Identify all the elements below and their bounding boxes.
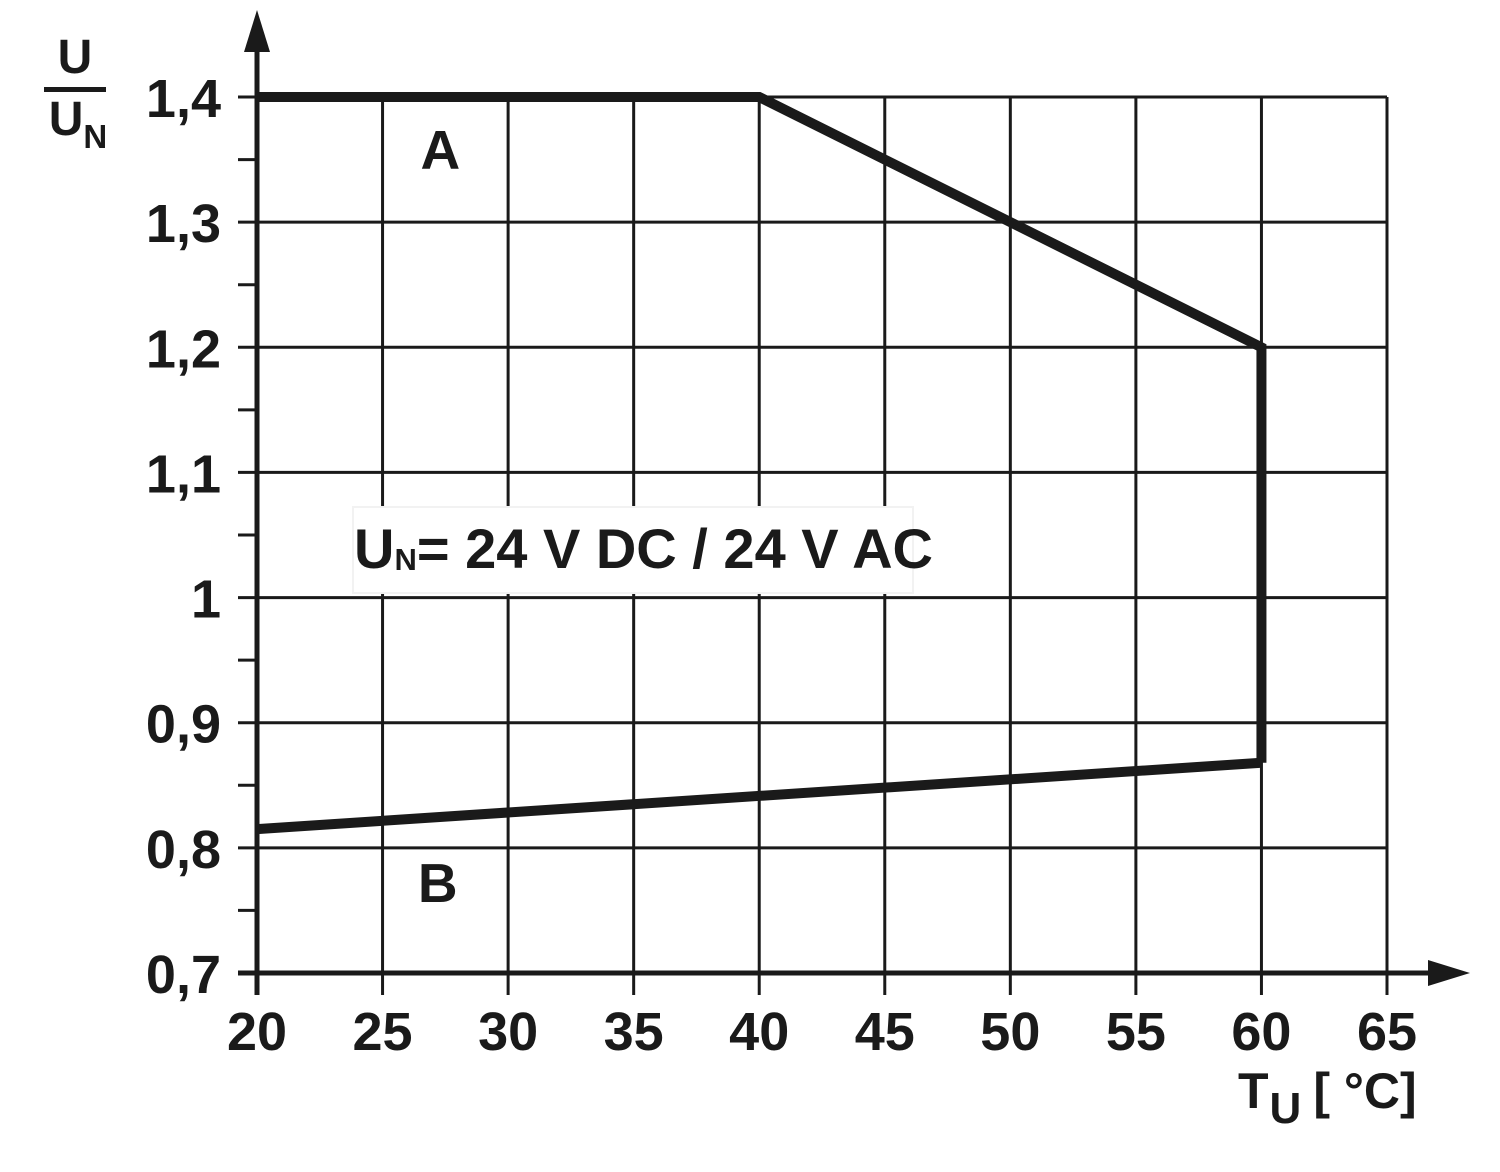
y-axis-arrow-icon (244, 10, 270, 52)
nominal-voltage-annotation: UN= 24 V DC / 24 V AC (352, 506, 933, 594)
y-tick-label-1: 1 (191, 570, 221, 630)
x-tick-label-50: 50 (980, 1002, 1040, 1062)
x-axis-arrow-icon (1428, 960, 1470, 986)
x-axis-title: TU[ °C] (1238, 1063, 1417, 1133)
curve-A (257, 92, 1267, 763)
y-tick-label-1,1: 1,1 (146, 444, 221, 504)
curve-B (256, 757, 1262, 835)
y-axis-title: U UN (30, 34, 120, 153)
y-axis-title-numerator: U (44, 34, 106, 92)
curve-label-B: B (418, 852, 458, 914)
y-axis-title-subscript: N (83, 118, 108, 155)
x-tick-label-60: 60 (1231, 1002, 1291, 1062)
x-tick-label-65: 65 (1357, 1002, 1417, 1062)
x-tick-label-35: 35 (604, 1002, 664, 1062)
x-tick-label-55: 55 (1106, 1002, 1166, 1062)
x-tick-label-25: 25 (353, 1002, 413, 1062)
y-tick-label-1,3: 1,3 (146, 194, 221, 254)
x-tick-label-30: 30 (478, 1002, 538, 1062)
y-tick-label-0,9: 0,9 (146, 695, 221, 755)
y-tick-label-1,4: 1,4 (146, 69, 221, 129)
y-tick-label-0,8: 0,8 (146, 820, 221, 880)
y-axis-title-denominator: UN (48, 93, 108, 155)
x-tick-label-40: 40 (729, 1002, 789, 1062)
x-tick-label-20: 20 (227, 1002, 287, 1062)
y-tick-label-0,7: 0,7 (146, 945, 221, 1005)
y-tick-label-1,2: 1,2 (146, 319, 221, 379)
x-axis-unit: [ °C] (1313, 1063, 1417, 1119)
curve-label-A: A (420, 119, 460, 181)
x-axis-title-subscript: U (1269, 1084, 1302, 1133)
annotation-subscript: N (394, 542, 417, 577)
x-tick-label-45: 45 (855, 1002, 915, 1062)
